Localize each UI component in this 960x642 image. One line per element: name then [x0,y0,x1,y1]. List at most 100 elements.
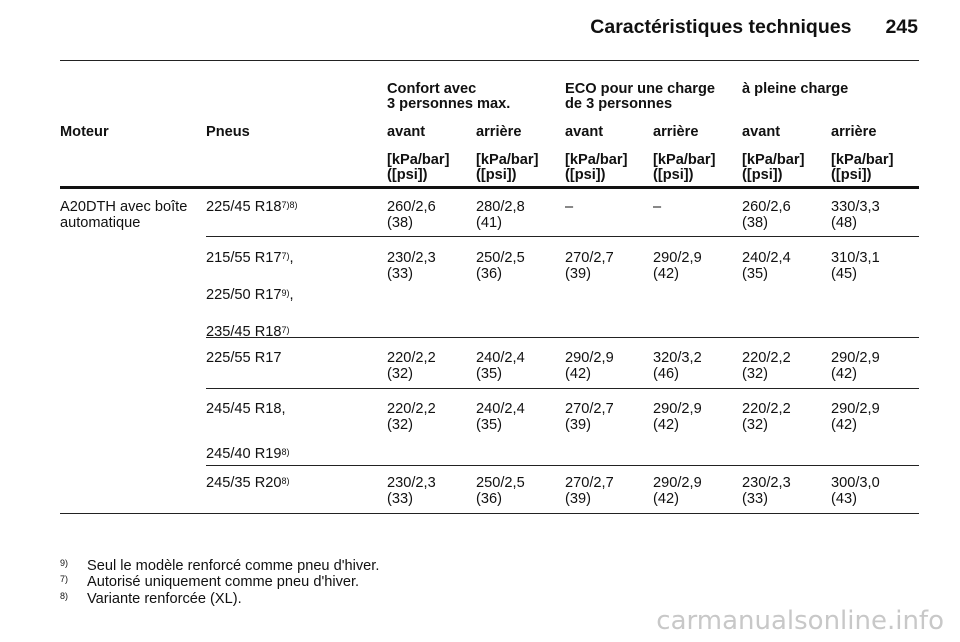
tire-size-separator: , [289,287,294,303]
motor-name-line2: automatique [60,215,141,231]
pressure-kpa-bar: 320/3,2 [653,350,702,366]
tire-size-text: 215/55 R17 [206,250,282,266]
tire-size: 235/45 R187) [206,324,289,340]
pressure-kpa-bar: 290/2,9 [653,250,702,266]
tire-size: 225/50 R179), [206,287,294,303]
tire-size-text: 245/45 R18, [206,401,286,417]
tire-size-text: 235/45 R18 [206,324,282,340]
pressure-kpa-bar: 220/2,2 [742,350,791,366]
pressure-psi: (48) [831,215,857,231]
row-divider [206,465,919,466]
tire-size-text: 225/50 R17 [206,287,282,303]
page-header: Caractéristiques techniques 245 [0,16,918,39]
footnote-text: Autorisé uniquement comme pneu d'hiver. [87,574,360,590]
row-divider [206,388,919,389]
tire-size-separator: , [289,250,294,266]
footnote-mark: 9) [60,558,69,568]
pressure-kpa-bar: 290/2,9 [565,350,614,366]
tire-size: 225/55 R17 [206,350,281,366]
pressure-psi: (42) [653,266,679,282]
pressure-psi: (35) [742,266,768,282]
page-number: 245 [885,16,918,38]
unit-label: [kPa/bar] [387,152,450,168]
pressure-kpa-bar: 290/2,9 [831,401,880,417]
pressure-psi: (32) [387,366,413,382]
footnote-reference: 7) [281,325,290,335]
column-header-tires: Pneus [206,124,250,140]
pressure-kpa-bar: 250/2,5 [476,250,525,266]
watermark: carmanualsonline.info [656,606,944,636]
pressure-kpa-bar: 260/2,6 [387,199,436,215]
pressure-psi: (36) [476,266,502,282]
pressure-kpa-bar: 300/3,0 [831,475,880,491]
motor-name: A20DTH avec boîte [60,199,188,215]
unit-label-psi: ([psi]) [742,167,783,183]
column-header-position: avant [387,124,426,140]
tire-size-text: 245/35 R20 [206,475,282,491]
pressure-psi: (42) [565,366,591,382]
pressure-psi: (33) [387,266,413,282]
unit-label-psi: ([psi]) [565,167,606,183]
footnote: 9) Seul le modèle renforcé comme pneu d'h… [60,558,379,574]
column-header-position: arrière [653,124,699,140]
pressure-kpa-bar: 270/2,7 [565,401,614,417]
pressure-psi: (45) [831,266,857,282]
group-header-line2: 3 personnes max. [387,96,511,112]
group-header-line1: Confort avec [387,81,477,97]
pressure-psi: (33) [742,491,768,507]
footnote-mark: 8) [60,591,69,601]
footnote-reference: 8) [281,476,290,486]
pressure-psi: (42) [653,417,679,433]
pressure-psi: (32) [742,366,768,382]
pressure-psi: (32) [387,417,413,433]
footnote-mark: 7) [60,574,69,584]
footnote-text: Seul le modèle renforcé comme pneu d'hiv… [87,558,380,574]
header-rule [60,60,919,61]
group-header-line2: de 3 personnes [565,96,673,112]
pressure-psi: (42) [831,366,857,382]
pressure-psi: (42) [653,491,679,507]
header-bottom-rule [60,186,919,189]
footnote: 8) Variante renforcée (XL). [60,591,242,607]
pressure-psi: (43) [831,491,857,507]
pressure-psi: (46) [653,366,679,382]
pressure-kpa-bar: – [565,199,574,215]
pressure-kpa-bar: 230/2,3 [387,475,436,491]
unit-label-psi: ([psi]) [831,167,872,183]
unit-label: [kPa/bar] [831,152,894,168]
pressure-kpa-bar: 260/2,6 [742,199,791,215]
pressure-kpa-bar: 270/2,7 [565,475,614,491]
footnote-reference: 7) [281,251,290,261]
pressure-psi: (39) [565,417,591,433]
pressure-kpa-bar: 290/2,9 [831,350,880,366]
tire-size: 215/55 R177), [206,250,294,266]
pressure-psi: (38) [387,215,413,231]
column-header-motor: Moteur [60,124,109,140]
column-header-position: arrière [476,124,522,140]
tire-size: 245/40 R198) [206,446,289,462]
unit-label: [kPa/bar] [742,152,805,168]
group-header-line1: à pleine charge [742,81,849,97]
tire-size: 245/45 R18, [206,401,286,417]
tire-size-text: 225/55 R17 [206,350,282,366]
page-title: Caractéristiques techniques [590,16,852,38]
unit-label: [kPa/bar] [476,152,539,168]
group-header-line1: ECO pour une charge [565,81,716,97]
pressure-kpa-bar: 240/2,4 [476,401,525,417]
row-divider [60,513,919,514]
unit-label: [kPa/bar] [653,152,716,168]
pressure-psi: (33) [387,491,413,507]
footnote-reference: 9) [281,288,290,298]
pressure-kpa-bar: 250/2,5 [476,475,525,491]
tire-size-text: 225/45 R18 [206,199,282,215]
tire-size: 225/45 R187)8) [206,199,297,215]
pressure-kpa-bar: 290/2,9 [653,475,702,491]
pressure-psi: (35) [476,366,502,382]
pressure-psi: (42) [831,417,857,433]
pressure-kpa-bar: 310/3,1 [831,250,880,266]
pressure-psi: (32) [742,417,768,433]
pressure-kpa-bar: – [653,199,662,215]
row-divider [206,236,919,237]
row-divider [206,337,919,338]
pressure-kpa-bar: 330/3,3 [831,199,880,215]
